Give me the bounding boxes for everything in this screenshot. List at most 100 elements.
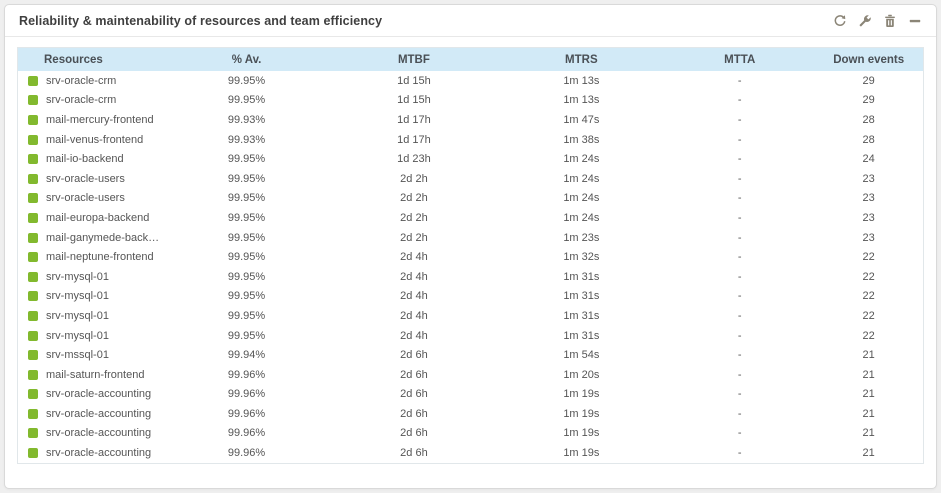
refresh-icon[interactable] [833,14,847,28]
status-ok-icon [28,330,38,341]
cell-mtbf: 2d 6h [400,427,428,440]
cell-resource: srv-mysql-01 [46,309,109,322]
table-row: mail-ganymede-backend 99.95% 2d 2h 1m 23… [18,227,923,248]
cell-resource: mail-ganymede-backend [46,231,163,244]
column-header-availability: % Av. [231,53,262,66]
cell-down-events: 22 [862,329,875,342]
widget-toolbar [833,14,922,28]
wrench-icon[interactable] [858,14,872,28]
cell-mtbf: 2d 6h [400,407,428,420]
cell-down-events: 21 [862,388,875,401]
cell-mtbf: 2d 4h [400,309,428,322]
cell-down-events: 28 [862,113,875,126]
cell-resource: mail-saturn-frontend [46,368,145,381]
cell-mtrs: 1m 19s [563,447,600,460]
cell-resource: srv-mysql-01 [46,270,109,283]
cell-availability: 99.96% [227,368,266,381]
cell-down-events: 22 [862,309,875,322]
cell-down-events: 23 [862,211,875,224]
cell-down-events: 24 [862,153,875,166]
table-row: srv-mysql-01 99.95% 2d 4h 1m 31s - 22 [18,286,923,307]
table-row: srv-oracle-users 99.95% 2d 2h 1m 24s - 2… [18,188,923,209]
status-ok-icon [28,134,38,145]
cell-mtrs: 1m 31s [563,329,600,342]
status-ok-icon [28,114,38,125]
cell-availability: 99.95% [227,211,266,224]
table-row: srv-oracle-accounting 99.96% 2d 6h 1m 19… [18,423,923,444]
cell-mtta: - [737,368,742,381]
status-ok-icon [28,154,38,165]
cell-mtbf: 1d 17h [397,133,431,146]
cell-availability: 99.95% [227,192,266,205]
cell-resource: srv-oracle-crm [46,74,117,87]
cell-mtbf: 2d 4h [400,270,428,283]
cell-mtbf: 2d 2h [400,211,428,224]
cell-mtta: - [737,211,742,224]
table-row: srv-oracle-accounting 99.96% 2d 6h 1m 19… [18,404,923,424]
cell-resource: srv-mysql-01 [46,329,109,342]
cell-availability: 99.95% [227,290,266,303]
status-ok-icon [28,389,38,400]
cell-mtrs: 1m 23s [563,231,600,244]
cell-resource: mail-io-backend [46,153,124,166]
collapse-icon[interactable] [908,14,922,28]
table-row: mail-saturn-frontend 99.96% 2d 6h 1m 20s… [18,364,923,385]
table-row: mail-neptune-frontend 99.95% 2d 4h 1m 32… [18,247,923,267]
cell-availability: 99.95% [227,153,266,166]
widget-header: Reliability & maintenability of resource… [5,5,936,37]
cell-resource: srv-oracle-users [46,172,125,185]
cell-mtrs: 1m 32s [563,251,600,264]
table-row: srv-mysql-01 99.95% 2d 4h 1m 31s - 22 [18,266,923,287]
cell-availability: 99.96% [227,447,266,460]
cell-mtrs: 1m 38s [563,133,600,146]
cell-down-events: 23 [862,172,875,185]
cell-mtta: - [737,329,742,342]
cell-down-events: 28 [862,133,875,146]
table-row: srv-oracle-accounting 99.96% 2d 6h 1m 19… [18,384,923,405]
cell-resource: mail-europa-backend [46,211,150,224]
trash-icon[interactable] [883,14,897,28]
cell-mtbf: 2d 4h [400,251,428,264]
cell-resource: srv-oracle-accounting [46,407,152,420]
cell-mtta: - [737,231,742,244]
table-row: mail-venus-frontend 99.93% 1d 17h 1m 38s… [18,129,923,150]
cell-availability: 99.95% [227,270,266,283]
status-ok-icon [28,212,38,223]
cell-down-events: 29 [862,74,875,87]
cell-down-events: 22 [862,251,875,264]
cell-resource: srv-mysql-01 [46,290,109,303]
reliability-table: Resources % Av. MTBF MTRS MTTA Down even… [17,47,924,464]
cell-mtta: - [737,251,742,264]
cell-availability: 99.95% [227,251,266,264]
cell-down-events: 21 [862,447,875,460]
cell-availability: 99.96% [227,427,266,440]
status-ok-icon [28,369,38,380]
table-row: srv-oracle-accounting 99.96% 2d 6h 1m 19… [18,443,923,463]
cell-down-events: 22 [862,270,875,283]
status-ok-icon [28,252,38,263]
cell-mtrs: 1m 13s [563,74,600,87]
cell-availability: 99.95% [227,74,266,87]
column-header-down-events: Down events [833,53,905,66]
table-row: srv-oracle-crm 99.95% 1d 15h 1m 13s - 29 [18,71,923,91]
cell-resource: srv-oracle-accounting [46,388,152,401]
status-ok-icon [28,173,38,184]
cell-mtta: - [737,153,742,166]
cell-resource: srv-oracle-accounting [46,427,152,440]
cell-availability: 99.95% [227,329,266,342]
cell-mtrs: 1m 24s [563,172,600,185]
cell-down-events: 21 [862,368,875,381]
cell-mtbf: 2d 6h [400,388,428,401]
cell-mtbf: 1d 15h [397,74,431,87]
cell-resource: mail-neptune-frontend [46,251,154,264]
table-row: srv-oracle-users 99.95% 2d 2h 1m 24s - 2… [18,168,923,189]
table-row: srv-mysql-01 99.95% 2d 4h 1m 31s - 22 [18,306,923,326]
cell-mtbf: 2d 2h [400,192,428,205]
cell-mtbf: 1d 17h [397,113,431,126]
table-row: mail-europa-backend 99.95% 2d 2h 1m 24s … [18,208,923,228]
status-ok-icon [28,350,38,361]
cell-mtta: - [737,388,742,401]
cell-resource: mail-mercury-frontend [46,113,154,126]
cell-mtrs: 1m 31s [563,309,600,322]
status-ok-icon [28,310,38,321]
